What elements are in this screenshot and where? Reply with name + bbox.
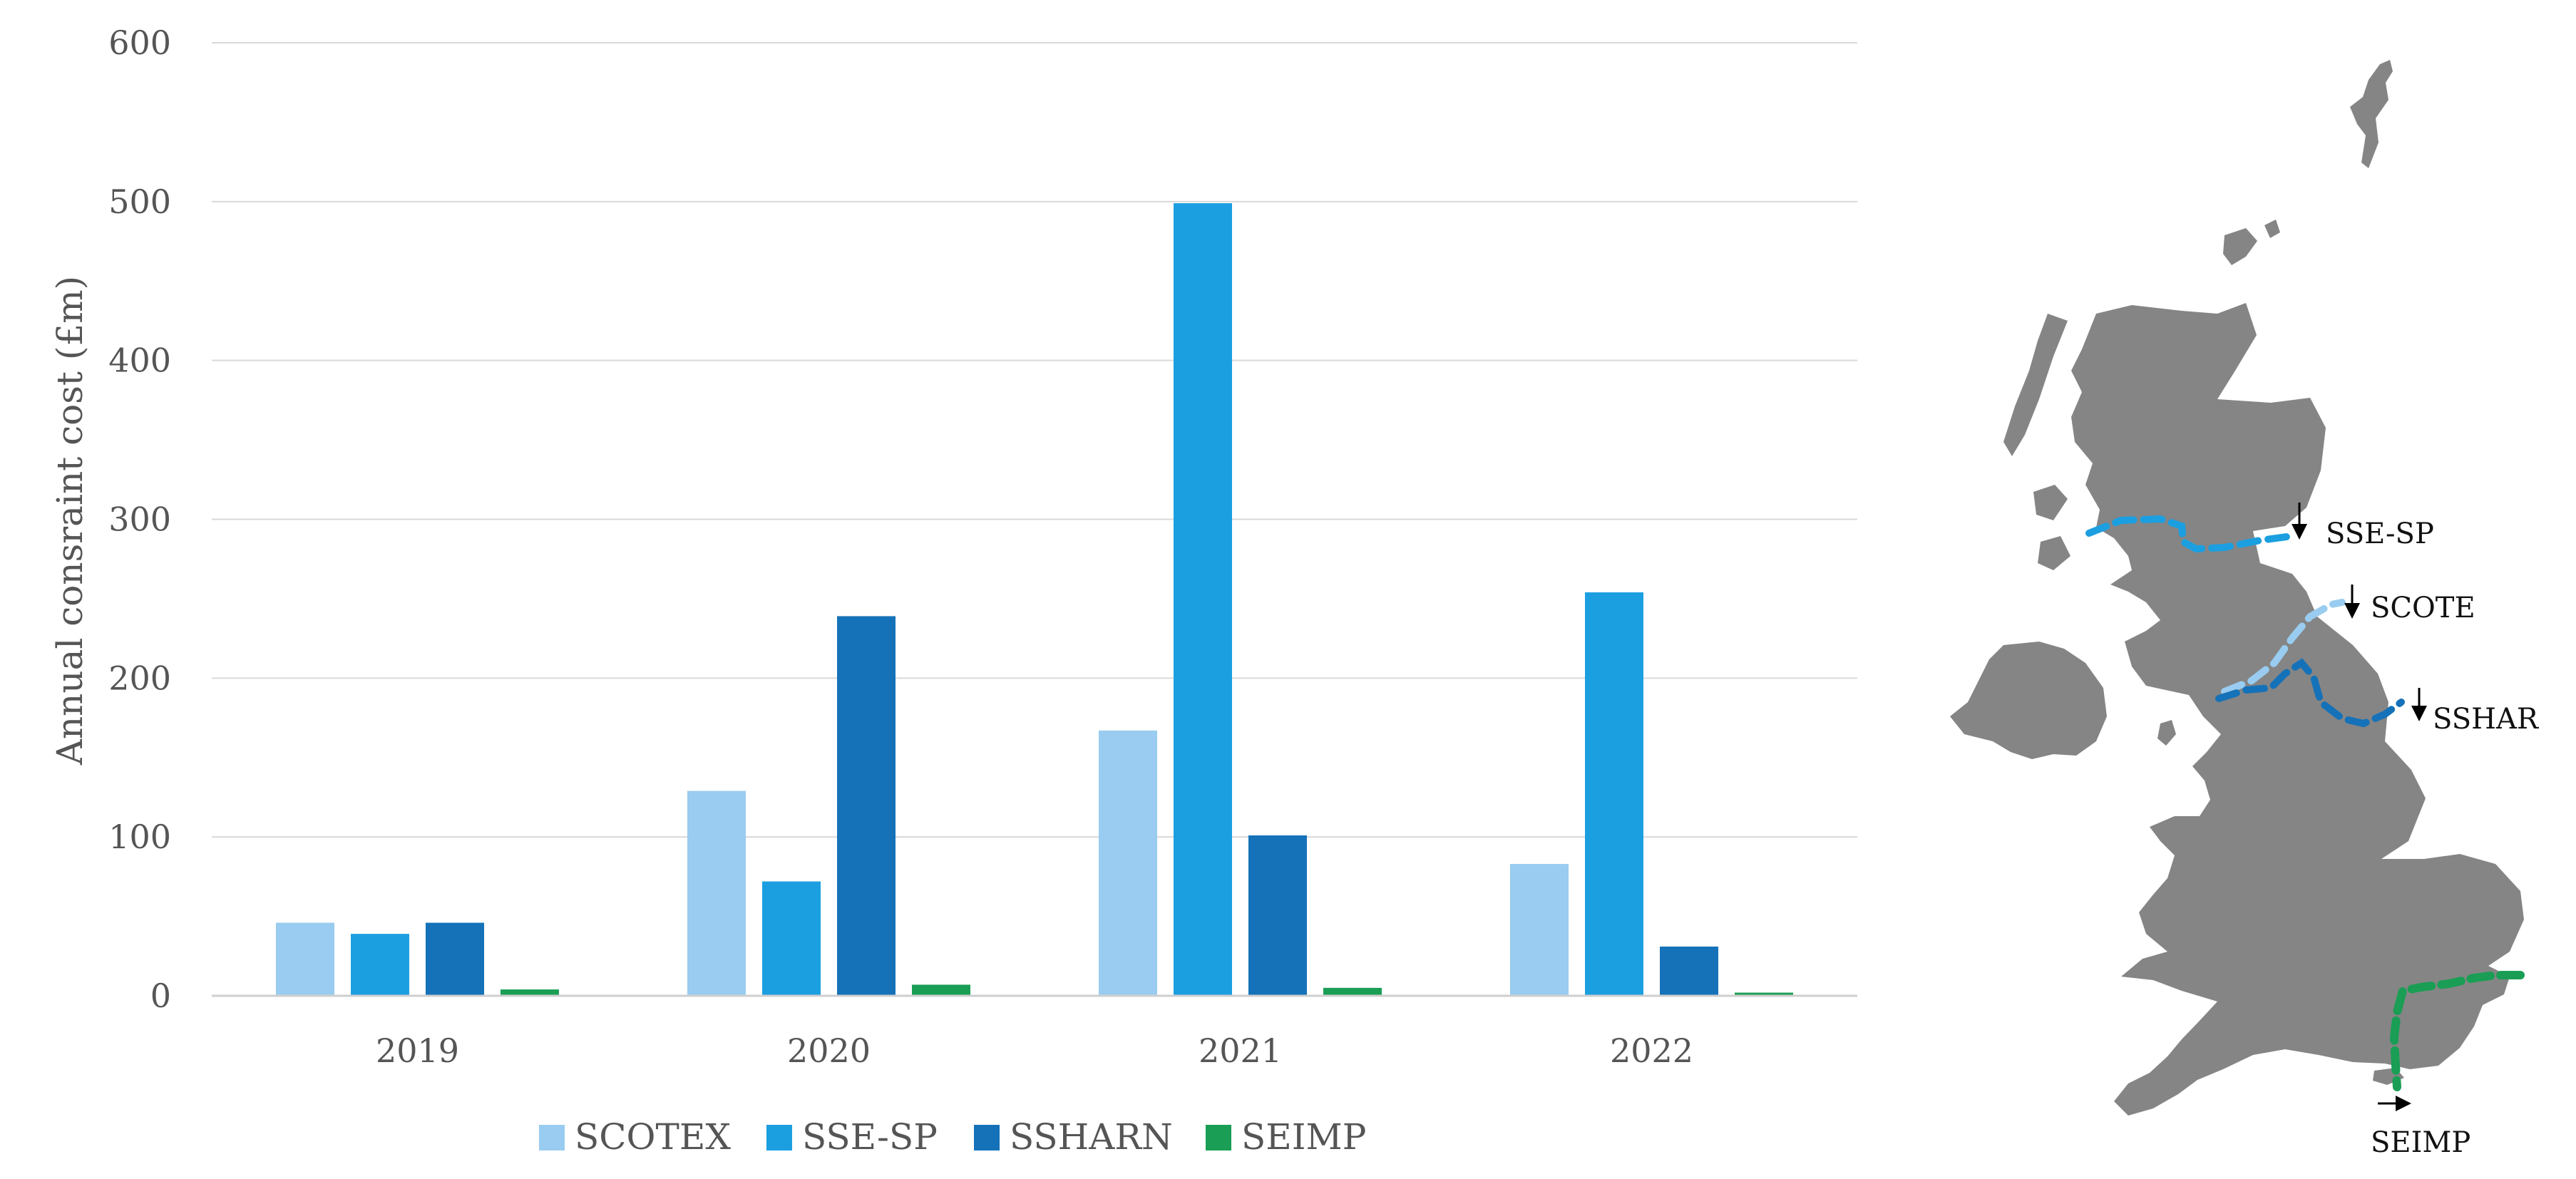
x-tick-label: 2021 bbox=[1199, 1031, 1282, 1070]
map-label-sshar: SSHAR bbox=[2433, 703, 2540, 736]
map-label-scote: SCOTE bbox=[2371, 592, 2475, 624]
boundary-scote-line bbox=[2221, 599, 2346, 695]
y-tick-label: 300 bbox=[108, 500, 171, 539]
y-tick-label: 100 bbox=[108, 818, 171, 856]
bar-seimp-2021 bbox=[1323, 987, 1382, 996]
y-tick-label: 0 bbox=[150, 977, 171, 1015]
shetland-islands bbox=[2350, 60, 2393, 168]
legend-swatch-seimp bbox=[1206, 1125, 1231, 1150]
boundary-sshar-line bbox=[2215, 658, 2405, 728]
bar-sse-sp-2021 bbox=[1174, 203, 1232, 997]
inner-hebrides bbox=[2033, 485, 2070, 570]
y-tick-label: 400 bbox=[108, 341, 171, 380]
northern-ireland bbox=[1950, 642, 2107, 759]
y-tick-label: 200 bbox=[108, 659, 171, 697]
arrow-down-icon bbox=[2411, 688, 2427, 721]
map-label-seimp: SEIMP bbox=[2371, 1126, 2470, 1159]
map-label-sse-sp: SSE-SP bbox=[2326, 518, 2434, 550]
bars bbox=[276, 203, 1793, 997]
gb-map: SSE-SP SCOTE SSHAR SEIMP bbox=[1950, 60, 2540, 1159]
arrow-down-icon bbox=[2292, 503, 2307, 540]
boundary-sse-sp-line bbox=[2085, 515, 2296, 553]
legend-label-sse-sp: SSE-SP bbox=[802, 1116, 938, 1158]
bar-seimp-2022 bbox=[1735, 992, 1793, 996]
isle-of-man bbox=[2157, 720, 2176, 746]
y-tick-label: 600 bbox=[108, 24, 171, 62]
y-tick-labels: 0 100 200 300 400 500 600 bbox=[108, 24, 171, 1015]
x-tick-label: 2019 bbox=[376, 1031, 459, 1070]
bar-scotex-2021 bbox=[1099, 730, 1157, 996]
y-axis-title: Annual consraint cost (£m) bbox=[49, 276, 91, 766]
outer-hebrides bbox=[2003, 314, 2068, 456]
gb-mainland bbox=[2071, 303, 2524, 1116]
legend-label-ssharn: SSHARN bbox=[1010, 1116, 1173, 1158]
bar-scotex-2022 bbox=[1510, 864, 1569, 996]
bar-ssharn-2021 bbox=[1248, 835, 1307, 996]
y-tick-label: 500 bbox=[108, 182, 171, 221]
legend-label-scotex: SCOTEX bbox=[575, 1116, 731, 1158]
bar-sse-sp-2020 bbox=[762, 881, 821, 996]
bar-seimp-2019 bbox=[501, 989, 559, 996]
bar-sse-sp-2019 bbox=[351, 934, 409, 996]
bar-sse-sp-2022 bbox=[1585, 592, 1643, 996]
x-tick-label: 2020 bbox=[787, 1031, 871, 1070]
bar-scotex-2020 bbox=[687, 791, 746, 996]
x-tick-labels: 2019 2020 2021 2022 bbox=[376, 1031, 1693, 1070]
boundary-seimp-line bbox=[2389, 971, 2525, 1091]
bar-ssharn-2019 bbox=[426, 922, 484, 996]
legend-swatch-scotex bbox=[539, 1125, 565, 1150]
bar-ssharn-2020 bbox=[837, 616, 896, 996]
x-tick-label: 2022 bbox=[1610, 1031, 1693, 1070]
legend-swatch-ssharn bbox=[974, 1125, 1000, 1150]
bar-ssharn-2022 bbox=[1660, 946, 1718, 996]
legend-swatch-sse-sp bbox=[766, 1125, 792, 1150]
bar-scotex-2019 bbox=[276, 922, 334, 996]
legend-label-seimp: SEIMP bbox=[1241, 1116, 1366, 1158]
bar-seimp-2020 bbox=[912, 984, 970, 996]
orkney-islands bbox=[2223, 220, 2280, 265]
arrow-right-icon bbox=[2378, 1096, 2411, 1111]
arrow-down-icon bbox=[2344, 585, 2360, 619]
gridlines bbox=[212, 42, 1857, 838]
legend: SCOTEX SSE-SP SSHARN SEIMP bbox=[539, 1116, 1366, 1158]
